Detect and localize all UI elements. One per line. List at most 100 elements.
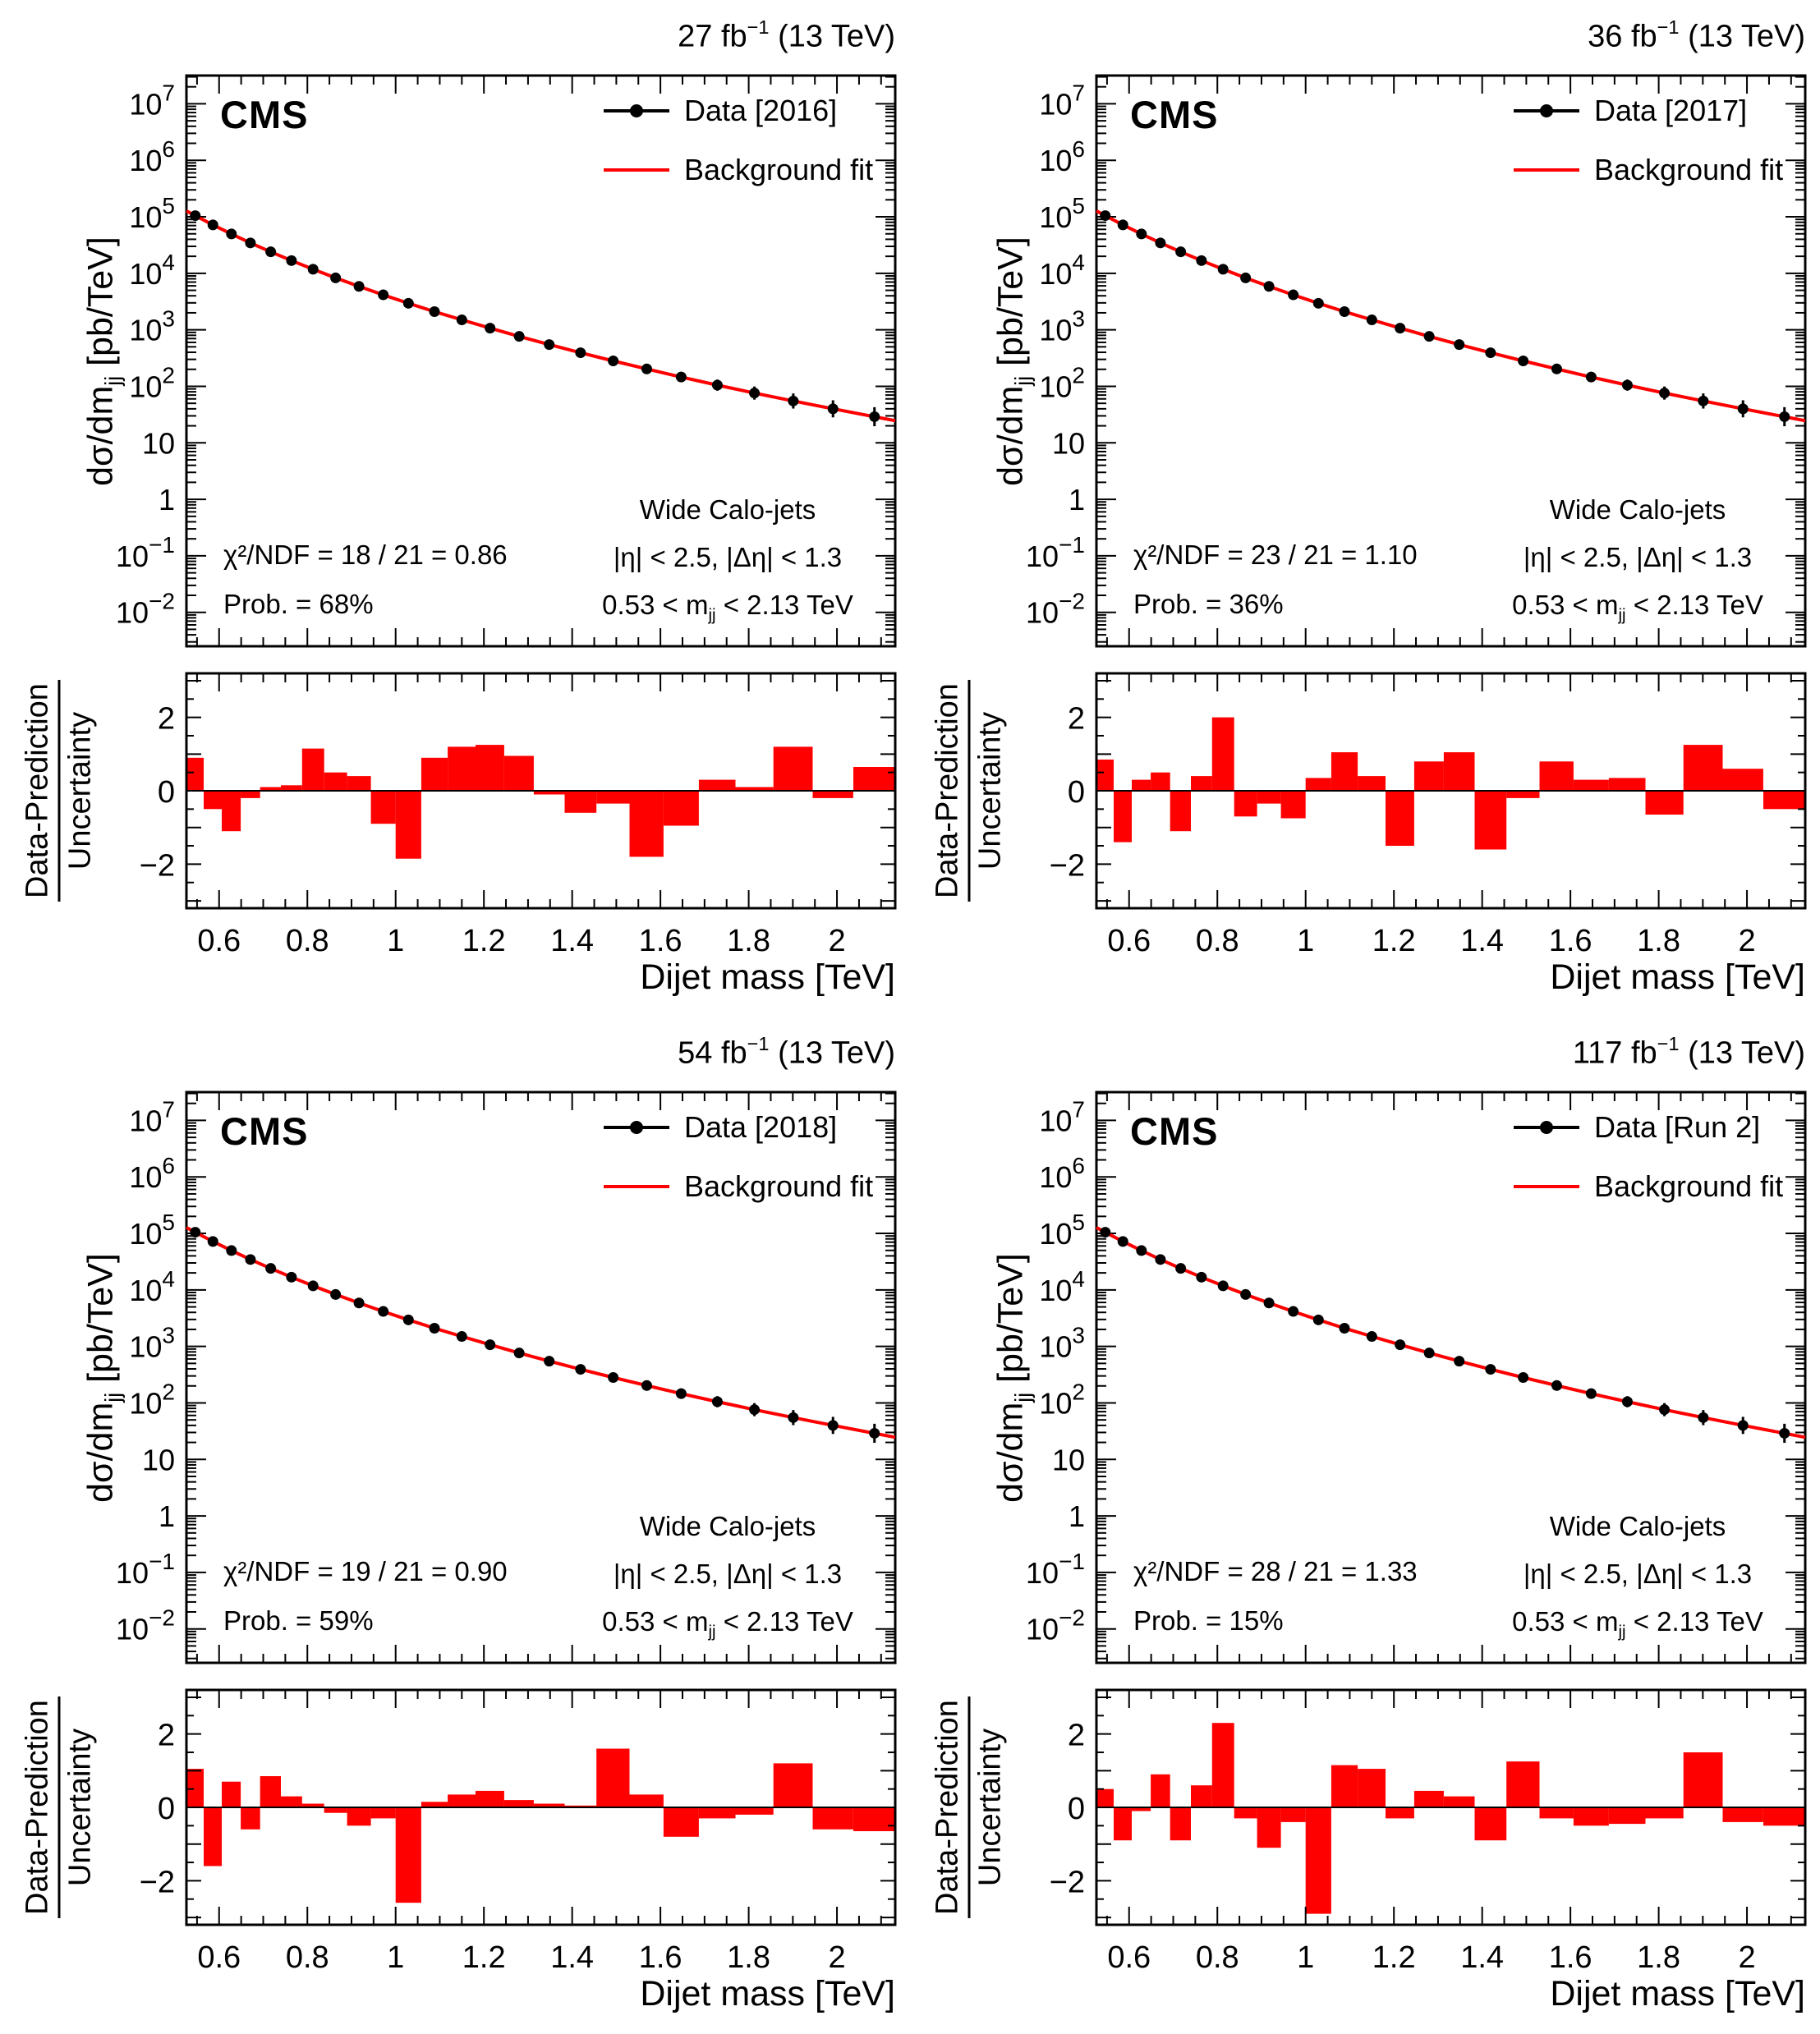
svg-text:2: 2 <box>828 1940 845 1975</box>
selection-labels: Wide Calo-jets |η| < 2.5, |Δη| < 1.3 0.5… <box>602 486 853 640</box>
ratio-axis-title: Data-Prediction Uncertainty <box>19 680 99 902</box>
svg-text:106: 106 <box>129 1153 175 1194</box>
x-axis-title: Dijet mass [TeV] <box>640 1974 895 2013</box>
svg-text:10−1: 10−1 <box>1026 1549 1085 1590</box>
fit-stats: χ²/NDF = 23 / 21 = 1.10 Prob. = 36% <box>1133 530 1418 629</box>
mass-cut-post: < 2.13 TeV <box>715 1606 853 1637</box>
luminosity-label: 54 fb−1 (13 TeV) <box>678 1033 895 1072</box>
cms-label: CMS <box>1130 1109 1219 1153</box>
y-axis-title: dσ/dmjj [pb/TeV] <box>991 236 1036 486</box>
svg-text:1.2: 1.2 <box>462 1940 506 1975</box>
svg-text:102: 102 <box>129 362 175 403</box>
svg-text:10−1: 10−1 <box>116 532 175 573</box>
lumi-energy: (13 TeV) <box>1679 1035 1805 1071</box>
chi2-ndf-text: χ²/NDF = 18 / 21 = 0.86 <box>223 539 508 570</box>
svg-text:0.8: 0.8 <box>1196 1940 1239 1975</box>
y-title-pre: dσ/dm <box>80 385 121 486</box>
legend-fit-label: Background fit <box>1594 1169 1784 1203</box>
ratio-numerator: Data-Prediction <box>19 680 61 902</box>
plot-canvas-2016: 0.6 0.8 1 1.2 1.4 1.6 1.8 2 10−2 10−1 1 10 102 103 104… <box>116 74 897 958</box>
svg-text:0: 0 <box>158 1792 175 1826</box>
lumi-energy: (13 TeV) <box>769 19 895 54</box>
svg-text:1.6: 1.6 <box>1549 924 1592 958</box>
svg-text:104: 104 <box>129 1266 175 1307</box>
plot-canvas-2018: 0.6 0.8 1 1.2 1.4 1.6 1.8 2 10−2 10−1 1 10 102 103 104… <box>116 1090 897 1975</box>
legend-entry-fit: Background fit <box>604 1157 873 1216</box>
svg-text:104: 104 <box>129 250 175 291</box>
svg-text:1.6: 1.6 <box>639 1940 682 1975</box>
ratio-axis-title: Data-Prediction Uncertainty <box>19 1697 99 1918</box>
ratio-numerator: Data-Prediction <box>19 1697 61 1918</box>
svg-text:0.8: 0.8 <box>286 924 329 958</box>
legend-data-label: Data [2018] <box>684 1110 838 1144</box>
jet-type-label: Wide Calo-jets <box>1549 1511 1726 1541</box>
cms-label: CMS <box>220 1109 309 1153</box>
prob-text: Prob. = 15% <box>1133 1605 1284 1636</box>
luminosity-label: 36 fb−1 (13 TeV) <box>1588 16 1805 55</box>
svg-text:2: 2 <box>1068 1719 1085 1753</box>
legend-data-label: Data [Run 2] <box>1594 1110 1761 1144</box>
ratio-axis-title: Data-Prediction Uncertainty <box>929 1697 1009 1918</box>
svg-text:10: 10 <box>1052 426 1085 460</box>
legend-entry-data: Data [Run 2] <box>1514 1098 1783 1157</box>
legend: Data [2018] Background fit <box>604 1098 873 1216</box>
luminosity-label: 117 fb−1 (13 TeV) <box>1573 1033 1805 1072</box>
mass-cut-pre: 0.53 < m <box>1512 1606 1619 1637</box>
lumi-exponent: −1 <box>747 1033 770 1054</box>
ratio-denominator: Uncertainty <box>972 1728 1008 1887</box>
svg-text:0.8: 0.8 <box>286 1940 329 1975</box>
selection-labels: Wide Calo-jets |η| < 2.5, |Δη| < 1.3 0.5… <box>1512 486 1763 640</box>
svg-text:−2: −2 <box>1050 848 1085 883</box>
marker-line <box>1514 1185 1579 1188</box>
svg-text:0: 0 <box>1068 775 1085 810</box>
lumi-value: 27 fb <box>678 19 747 54</box>
svg-text:107: 107 <box>1039 80 1085 121</box>
svg-text:10: 10 <box>142 1443 175 1476</box>
svg-text:1.6: 1.6 <box>1549 1940 1592 1975</box>
svg-text:105: 105 <box>129 1210 175 1251</box>
svg-text:10−2: 10−2 <box>1026 1605 1085 1646</box>
svg-text:0.6: 0.6 <box>1107 1940 1151 1975</box>
ratio-axis-title: Data-Prediction Uncertainty <box>929 680 1009 902</box>
svg-text:2: 2 <box>1738 924 1755 958</box>
svg-text:10−2: 10−2 <box>116 1605 175 1646</box>
svg-text:1.4: 1.4 <box>550 1940 594 1975</box>
legend: Data [2017] Background fit <box>1514 81 1783 200</box>
selection-labels: Wide Calo-jets |η| < 2.5, |Δη| < 1.3 0.5… <box>602 1503 853 1656</box>
svg-text:0: 0 <box>1068 1792 1085 1826</box>
jet-type-label: Wide Calo-jets <box>639 1511 816 1541</box>
svg-text:107: 107 <box>1039 1096 1085 1137</box>
panel-2017: 0.6 0.8 1 1.2 1.4 1.6 1.8 2 10−2 10−1 1 10 102 103 104… <box>910 0 1820 1017</box>
mass-cut-sub: jj <box>1618 1622 1626 1641</box>
svg-text:1: 1 <box>387 924 404 958</box>
svg-text:107: 107 <box>129 80 175 121</box>
svg-text:1.8: 1.8 <box>727 1940 770 1975</box>
lumi-energy: (13 TeV) <box>769 1035 895 1071</box>
svg-text:1: 1 <box>1069 1499 1085 1533</box>
svg-text:1.6: 1.6 <box>639 924 682 958</box>
lumi-energy: (13 TeV) <box>1679 19 1805 54</box>
x-axis-title: Dijet mass [TeV] <box>1550 957 1805 997</box>
jet-type-label: Wide Calo-jets <box>639 494 816 525</box>
mass-cut-post: < 2.13 TeV <box>715 590 853 620</box>
svg-text:106: 106 <box>1039 1153 1085 1194</box>
fit-line-icon <box>1514 154 1579 186</box>
mass-range-label: 0.53 < mjj < 2.13 TeV <box>602 581 853 640</box>
panel-2018: 0.6 0.8 1 1.2 1.4 1.6 1.8 2 10−2 10−1 1 10 102 103 104… <box>0 1017 910 2033</box>
legend: Data [2016] Background fit <box>604 81 873 200</box>
svg-text:105: 105 <box>129 193 175 234</box>
mass-cut-pre: 0.53 < m <box>602 1606 709 1637</box>
y-title-sub: jj <box>1010 1392 1036 1403</box>
eta-cut-label: |η| < 2.5, |Δη| < 1.3 <box>1523 542 1753 572</box>
svg-text:1: 1 <box>1297 924 1314 958</box>
svg-text:102: 102 <box>129 1379 175 1420</box>
legend-entry-data: Data [2018] <box>604 1098 873 1157</box>
legend-entry-fit: Background fit <box>1514 140 1783 200</box>
svg-text:103: 103 <box>129 306 175 347</box>
legend-entry-fit: Background fit <box>1514 1157 1783 1216</box>
marker-dot <box>1540 104 1553 117</box>
plot-canvas-2017: 0.6 0.8 1 1.2 1.4 1.6 1.8 2 10−2 10−1 1 10 102 103 104… <box>1026 74 1807 958</box>
svg-text:2: 2 <box>828 924 845 958</box>
y-axis-title: dσ/dmjj [pb/TeV] <box>991 1253 1036 1503</box>
